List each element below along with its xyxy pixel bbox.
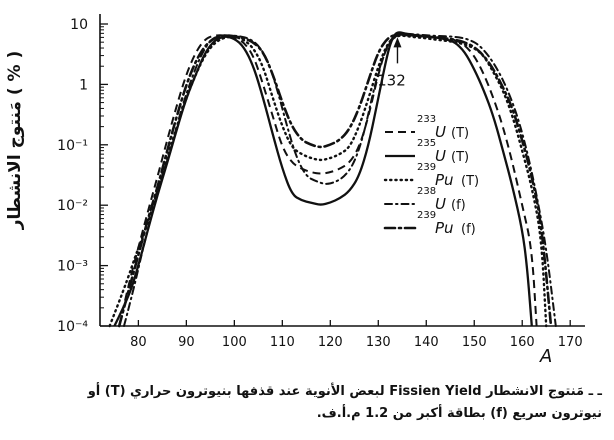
x-tick-label: 110 <box>270 335 295 350</box>
legend-mass-number: 239 <box>417 210 436 221</box>
ticks-group: 80 90 100 110 120 130 140 150 160 170 10 1 10⁻¹ 10⁻² 1… <box>57 17 582 350</box>
y-axis-label: مَنتوج الانشطار ( % ) <box>5 51 25 230</box>
series-line-3 <box>108 34 548 328</box>
legend-mass-number: 239 <box>417 162 436 173</box>
legend-element: U <box>435 195 446 213</box>
x-tick-label: 130 <box>366 335 391 350</box>
series-group <box>108 31 557 328</box>
series-line-5 <box>117 33 553 328</box>
legend-mass-number: 233 <box>417 114 436 125</box>
y-tick-label: 1 <box>79 77 88 93</box>
legend-element: Pu <box>435 219 454 237</box>
x-tick-label: 140 <box>414 335 439 350</box>
x-tick-label: 100 <box>222 335 247 350</box>
y-tick-label: 10⁻¹ <box>57 138 88 154</box>
legend-mode: (T) <box>461 174 479 189</box>
x-tick-label: 160 <box>510 335 535 350</box>
x-tick-label: 120 <box>318 335 343 350</box>
legend-mode: (f) <box>461 222 476 237</box>
x-axis-label: A <box>539 346 552 367</box>
y-tick-label: 10 <box>70 17 88 33</box>
series-line-4 <box>123 32 557 327</box>
legend-element: Pu <box>435 171 454 189</box>
caption-line-1: ـ ـ مَنتوج الانشطار Fissien Yield لبعض ا… <box>87 384 602 399</box>
legend-mass-number: 238 <box>417 186 436 197</box>
annotations-group: 132 <box>377 37 406 89</box>
y-tick-label: 10⁻² <box>57 198 88 214</box>
axes-group <box>99 14 585 327</box>
legend-element: U <box>435 123 446 141</box>
annotation-arrow-head <box>393 37 402 48</box>
legend-mode: (f) <box>451 198 466 213</box>
y-tick-label: 10⁻³ <box>57 259 88 275</box>
x-tick-label: 90 <box>178 335 195 350</box>
legend-mode: (T) <box>451 126 469 141</box>
figure-caption: ـ ـ مَنتوج الانشطار Fissien Yield لبعض ا… <box>20 381 602 425</box>
x-tick-label: 80 <box>130 335 147 350</box>
x-tick-label: 150 <box>462 335 487 350</box>
y-tick-label: 10⁻⁴ <box>57 319 88 335</box>
caption-line-2: نيوترون سريع (f) بطاقة أكبر من 1.2 م.أ.ف… <box>316 406 602 421</box>
legend-mode: (T) <box>451 150 469 165</box>
series-line-2 <box>118 33 538 327</box>
legend-mass-number: 235 <box>417 138 436 149</box>
x-tick-label: 170 <box>558 335 583 350</box>
legend-element: U <box>435 147 446 165</box>
annotation-label: 132 <box>377 71 406 89</box>
fission-yield-chart: 80 90 100 110 120 130 140 150 160 170 10 1 10⁻¹ 10⁻² 1… <box>5 14 585 367</box>
